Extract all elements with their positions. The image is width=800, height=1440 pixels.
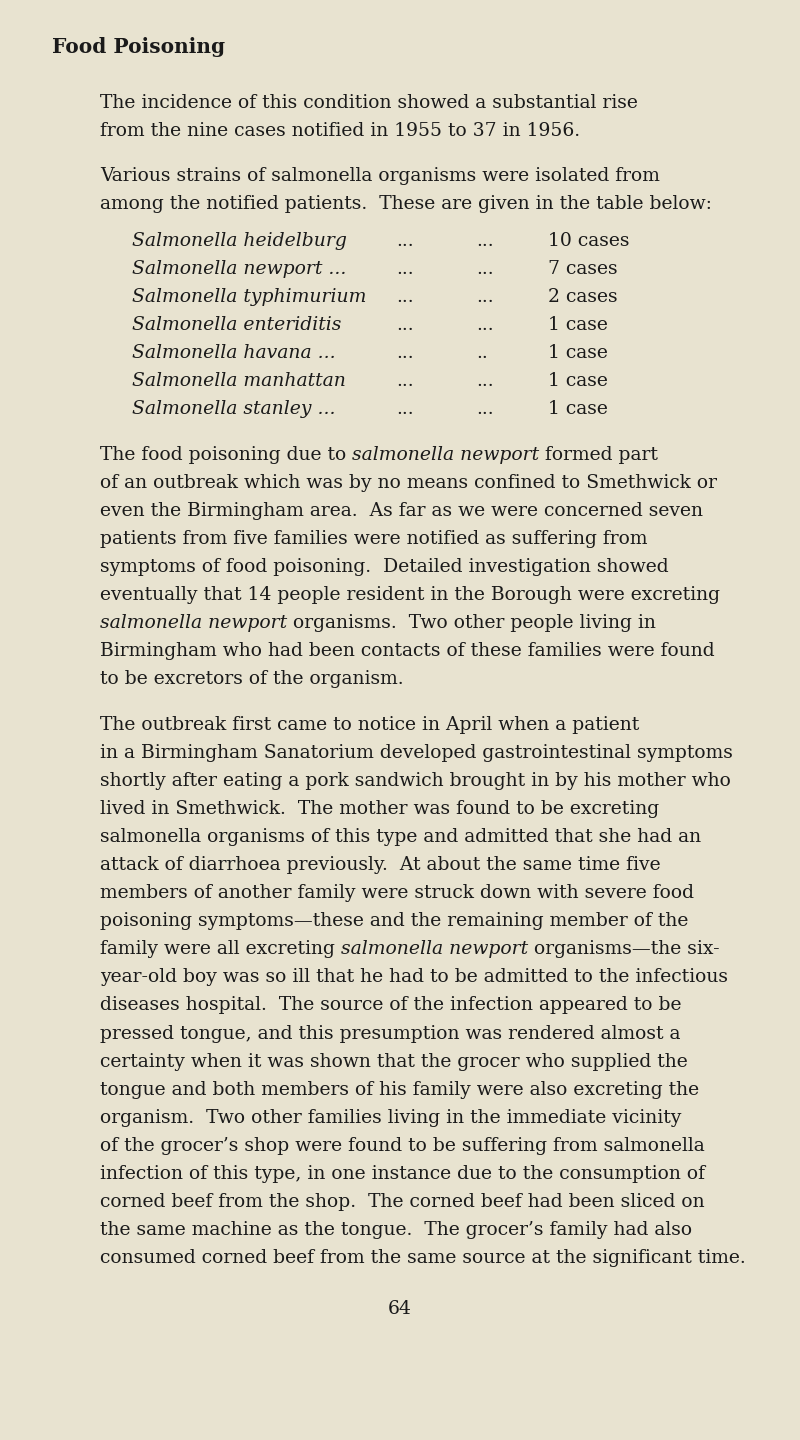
- Text: ...: ...: [396, 315, 414, 334]
- Text: year-old boy was so ill that he had to be admitted to the infectious: year-old boy was so ill that he had to b…: [100, 968, 728, 986]
- Text: ...: ...: [476, 315, 494, 334]
- Text: Salmonella newport ...: Salmonella newport ...: [132, 259, 346, 278]
- Text: The outbreak first came to notice in April when a patient: The outbreak first came to notice in Apr…: [100, 716, 639, 733]
- Text: even the Birmingham area.  As far as we were concerned seven: even the Birmingham area. As far as we w…: [100, 501, 703, 520]
- Text: 64: 64: [388, 1300, 412, 1318]
- Text: ...: ...: [476, 288, 494, 305]
- Text: from the nine cases notified in 1955 to 37 in 1956.: from the nine cases notified in 1955 to …: [100, 122, 580, 140]
- Text: shortly after eating a pork sandwich brought in by his mother who: shortly after eating a pork sandwich bro…: [100, 772, 731, 789]
- Text: of the grocer’s shop were found to be suffering from salmonella: of the grocer’s shop were found to be su…: [100, 1136, 705, 1155]
- Text: to be excretors of the organism.: to be excretors of the organism.: [100, 670, 404, 688]
- Text: Various strains of salmonella organisms were isolated from: Various strains of salmonella organisms …: [100, 167, 660, 184]
- Text: ...: ...: [396, 232, 414, 249]
- Text: 1 case: 1 case: [548, 400, 608, 418]
- Text: Salmonella havana ...: Salmonella havana ...: [132, 344, 336, 361]
- Text: Salmonella heidelburg: Salmonella heidelburg: [132, 232, 347, 249]
- Text: 2 cases: 2 cases: [548, 288, 618, 305]
- Text: 1 case: 1 case: [548, 315, 608, 334]
- Text: ...: ...: [396, 288, 414, 305]
- Text: salmonella organisms of this type and admitted that she had an: salmonella organisms of this type and ad…: [100, 828, 701, 845]
- Text: Birmingham who had been contacts of these families were found: Birmingham who had been contacts of thes…: [100, 642, 714, 660]
- Text: patients from five families were notified as suffering from: patients from five families were notifie…: [100, 530, 647, 547]
- Text: ...: ...: [476, 400, 494, 418]
- Text: Salmonella manhattan: Salmonella manhattan: [132, 372, 346, 390]
- Text: formed part: formed part: [539, 445, 658, 464]
- Text: salmonella newport: salmonella newport: [341, 940, 528, 958]
- Text: organism.  Two other families living in the immediate vicinity: organism. Two other families living in t…: [100, 1109, 682, 1126]
- Text: organisms—the six-: organisms—the six-: [528, 940, 720, 958]
- Text: lived in Smethwick.  The mother was found to be excreting: lived in Smethwick. The mother was found…: [100, 799, 659, 818]
- Text: consumed corned beef from the same source at the significant time.: consumed corned beef from the same sourc…: [100, 1248, 746, 1267]
- Text: diseases hospital.  The source of the infection appeared to be: diseases hospital. The source of the inf…: [100, 996, 682, 1014]
- Text: ...: ...: [396, 259, 414, 278]
- Text: The food poisoning due to: The food poisoning due to: [100, 445, 352, 464]
- Text: ..: ..: [476, 344, 488, 361]
- Text: ...: ...: [396, 400, 414, 418]
- Text: Salmonella stanley ...: Salmonella stanley ...: [132, 400, 335, 418]
- Text: organisms.  Two other people living in: organisms. Two other people living in: [287, 613, 656, 632]
- Text: Salmonella enteriditis: Salmonella enteriditis: [132, 315, 342, 334]
- Text: pressed tongue, and this presumption was rendered almost a: pressed tongue, and this presumption was…: [100, 1024, 681, 1043]
- Text: 1 case: 1 case: [548, 372, 608, 390]
- Text: Food Poisoning: Food Poisoning: [52, 37, 225, 58]
- Text: corned beef from the shop.  The corned beef had been sliced on: corned beef from the shop. The corned be…: [100, 1192, 705, 1211]
- Text: 7 cases: 7 cases: [548, 259, 618, 278]
- Text: eventually that 14 people resident in the Borough were excreting: eventually that 14 people resident in th…: [100, 586, 720, 603]
- Text: ...: ...: [476, 259, 494, 278]
- Text: infection of this type, in one instance due to the consumption of: infection of this type, in one instance …: [100, 1165, 705, 1182]
- Text: family were all excreting: family were all excreting: [100, 940, 341, 958]
- Text: among the notified patients.  These are given in the table below:: among the notified patients. These are g…: [100, 194, 712, 213]
- Text: certainty when it was shown that the grocer who supplied the: certainty when it was shown that the gro…: [100, 1053, 688, 1070]
- Text: symptoms of food poisoning.  Detailed investigation showed: symptoms of food poisoning. Detailed inv…: [100, 557, 669, 576]
- Text: Salmonella typhimurium: Salmonella typhimurium: [132, 288, 366, 305]
- Text: in a Birmingham Sanatorium developed gastrointestinal symptoms: in a Birmingham Sanatorium developed gas…: [100, 743, 733, 762]
- Text: ...: ...: [396, 344, 414, 361]
- Text: members of another family were struck down with severe food: members of another family were struck do…: [100, 884, 694, 901]
- Text: poisoning symptoms—these and the remaining member of the: poisoning symptoms—these and the remaini…: [100, 912, 688, 930]
- Text: 1 case: 1 case: [548, 344, 608, 361]
- Text: salmonella newport: salmonella newport: [100, 613, 287, 632]
- Text: attack of diarrhoea previously.  At about the same time five: attack of diarrhoea previously. At about…: [100, 855, 661, 874]
- Text: tongue and both members of his family were also excreting the: tongue and both members of his family we…: [100, 1080, 699, 1099]
- Text: The incidence of this condition showed a substantial rise: The incidence of this condition showed a…: [100, 94, 638, 112]
- Text: ...: ...: [476, 372, 494, 390]
- Text: the same machine as the tongue.  The grocer’s family had also: the same machine as the tongue. The groc…: [100, 1221, 692, 1238]
- Text: ...: ...: [476, 232, 494, 249]
- Text: salmonella newport: salmonella newport: [352, 445, 539, 464]
- Text: of an outbreak which was by no means confined to Smethwick or: of an outbreak which was by no means con…: [100, 474, 717, 491]
- Text: ...: ...: [396, 372, 414, 390]
- Text: 10 cases: 10 cases: [548, 232, 630, 249]
